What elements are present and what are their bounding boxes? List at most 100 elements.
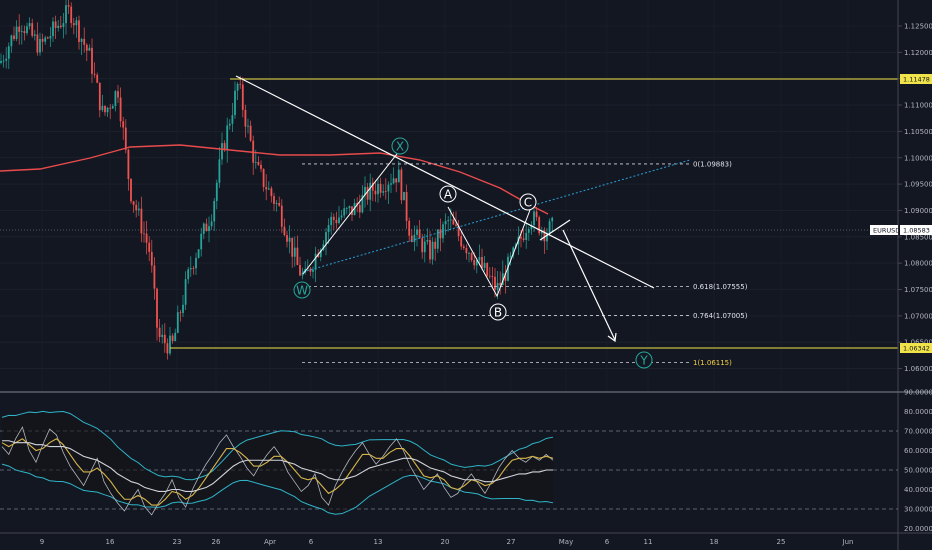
fibonacci-levels[interactable]: 0(1.09883) 0.618(1.07555) 0.764(1.07005) 1(… xyxy=(302,160,748,367)
candle-body xyxy=(65,5,67,24)
candle-body xyxy=(486,263,489,276)
support-tag-text: 1.06342 xyxy=(903,345,930,353)
time-tick-label: 26 xyxy=(212,538,221,546)
price-axis[interactable] xyxy=(898,0,932,392)
candle-body xyxy=(421,238,424,253)
candle-body xyxy=(26,26,28,34)
candle-body xyxy=(345,208,348,209)
time-tick-label: 27 xyxy=(507,538,516,546)
candle-body xyxy=(330,216,333,226)
candle-body xyxy=(291,237,294,257)
candle-body xyxy=(39,38,41,53)
candle-body xyxy=(44,37,47,42)
candle-body xyxy=(426,240,429,242)
abc-wave-path[interactable] xyxy=(447,206,531,298)
candle-body xyxy=(340,215,343,218)
candle-body xyxy=(460,236,463,247)
oscillator-tick-label: 40.00000 xyxy=(904,486,932,494)
candle-body xyxy=(468,253,470,254)
candle-body xyxy=(174,332,177,342)
support-tag xyxy=(900,343,932,353)
time-tick-label: 13 xyxy=(374,538,383,546)
candle-body xyxy=(226,125,229,151)
candle-body xyxy=(101,105,104,111)
candle-body xyxy=(13,35,15,39)
price-tick-label: 1.06500 xyxy=(904,339,932,347)
candle-body xyxy=(228,123,231,126)
moving-average-line xyxy=(0,144,549,215)
candle-body xyxy=(182,304,184,313)
candle-body xyxy=(184,279,187,305)
candle-body xyxy=(36,34,39,53)
candle-body xyxy=(140,208,143,234)
candle-body xyxy=(189,268,192,270)
time-tick-label: 20 xyxy=(441,538,450,546)
candle-body xyxy=(395,178,398,183)
candle-body xyxy=(31,23,34,36)
price-tick-label: 1.12000 xyxy=(904,49,932,57)
short-trendline[interactable] xyxy=(539,219,571,241)
candle-body xyxy=(296,247,299,266)
candle-body xyxy=(67,5,70,7)
candle-body xyxy=(483,263,486,268)
candle-body xyxy=(260,164,262,169)
candle-body xyxy=(153,265,156,289)
candle-body xyxy=(429,240,431,260)
candle-body xyxy=(18,26,21,32)
price-tick-label: 1.09000 xyxy=(904,207,932,215)
candle-body xyxy=(535,211,538,218)
candle-body xyxy=(28,23,31,27)
candle-body xyxy=(10,35,13,47)
candle-body xyxy=(405,192,408,221)
candle-body xyxy=(127,149,130,179)
channel-line[interactable] xyxy=(302,159,691,273)
candle-body xyxy=(548,221,551,234)
wave-w-x-line[interactable] xyxy=(302,149,401,275)
oscillator-tick-label: 50.00000 xyxy=(904,467,932,475)
candle-body xyxy=(171,335,174,342)
candle-body xyxy=(507,256,509,281)
projection-arrow[interactable] xyxy=(562,229,616,341)
candle-body xyxy=(397,169,400,183)
oscillator-upper-band-line xyxy=(1,410,554,481)
candle-body xyxy=(223,143,226,151)
candle-body xyxy=(540,230,543,234)
candle-body xyxy=(262,168,265,188)
candle-body xyxy=(176,312,179,333)
candlestick-series xyxy=(0,0,554,360)
price-tick-label: 1.11000 xyxy=(904,102,932,110)
candle-body xyxy=(488,275,491,277)
oscillator-tick-label: 90.00000 xyxy=(904,389,932,397)
wave-label-y-circle xyxy=(635,351,653,369)
wave-labels[interactable]: W X Y A B C xyxy=(293,137,653,369)
candle-body xyxy=(52,21,54,37)
descending-trendline[interactable] xyxy=(235,75,655,289)
candle-body xyxy=(150,251,153,266)
candle-body xyxy=(343,208,346,216)
candle-body xyxy=(59,25,62,28)
candle-body xyxy=(96,74,99,83)
candle-body xyxy=(319,249,322,258)
candle-body xyxy=(104,105,106,113)
time-tick-label: 11 xyxy=(644,538,653,546)
time-tick-label: 16 xyxy=(106,538,115,546)
candle-body xyxy=(325,232,327,245)
candle-body xyxy=(124,127,127,150)
candle-body xyxy=(41,38,44,42)
candle-body xyxy=(403,192,405,201)
price-tick-label: 1.10500 xyxy=(904,128,932,136)
symbol-tag-text: EURUSD xyxy=(873,227,900,235)
candle-body xyxy=(494,276,496,290)
oscillator-bollinger-band xyxy=(2,411,553,515)
candle-body xyxy=(434,241,437,249)
price-tick-label: 1.06000 xyxy=(904,365,932,373)
time-axis-ticks[interactable]: 9 16 23 26 Apr 6 13 20 27 May 6 11 18 25 Jun xyxy=(40,538,854,546)
candle-body xyxy=(75,20,78,26)
candle-body xyxy=(62,23,65,28)
wave-label-y: Y xyxy=(639,354,648,368)
candle-body xyxy=(72,23,75,26)
candle-body xyxy=(148,242,151,252)
candle-body xyxy=(327,225,330,233)
candle-body xyxy=(491,276,494,278)
